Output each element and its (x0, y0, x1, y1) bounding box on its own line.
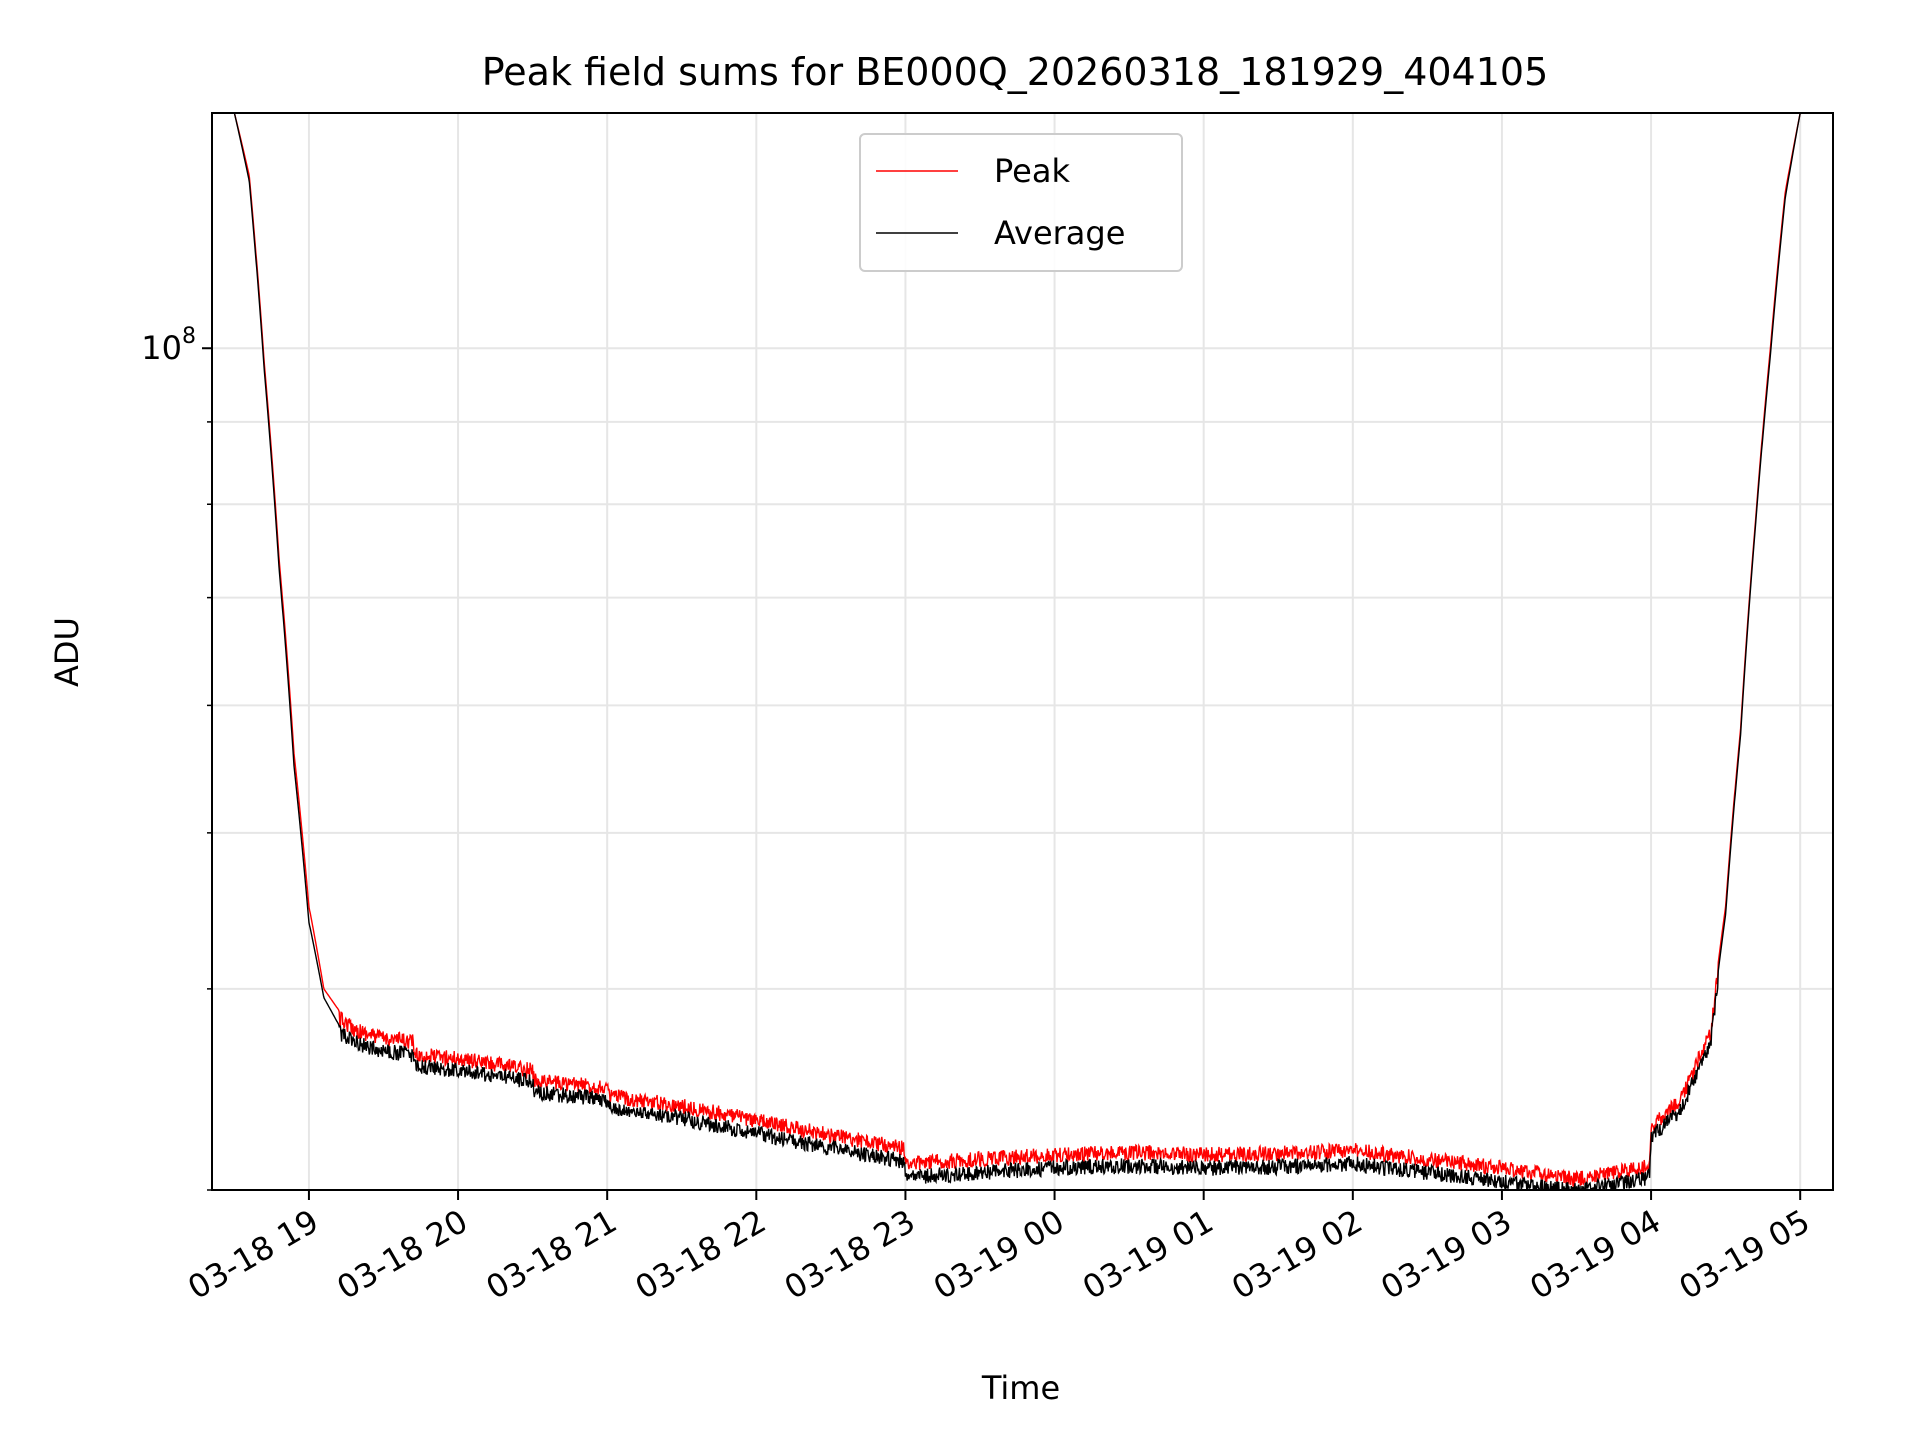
legend: Peak Average (859, 133, 1183, 272)
y-axis-label: ADU (48, 617, 86, 687)
plot-frame (211, 112, 1834, 1191)
chart-title: Peak field sums for BE000Q_20260318_1819… (482, 50, 1549, 94)
grid (212, 113, 1833, 1191)
x-axis-label: Time (981, 1369, 1060, 1407)
series-line-peak (233, 113, 1801, 1187)
y-tick-label: 108 (141, 324, 196, 367)
legend-box (859, 133, 1183, 272)
y-axis: 108 (141, 324, 212, 1191)
legend-peak-label: Peak (994, 152, 1070, 190)
legend-average-label: Average (994, 214, 1125, 252)
